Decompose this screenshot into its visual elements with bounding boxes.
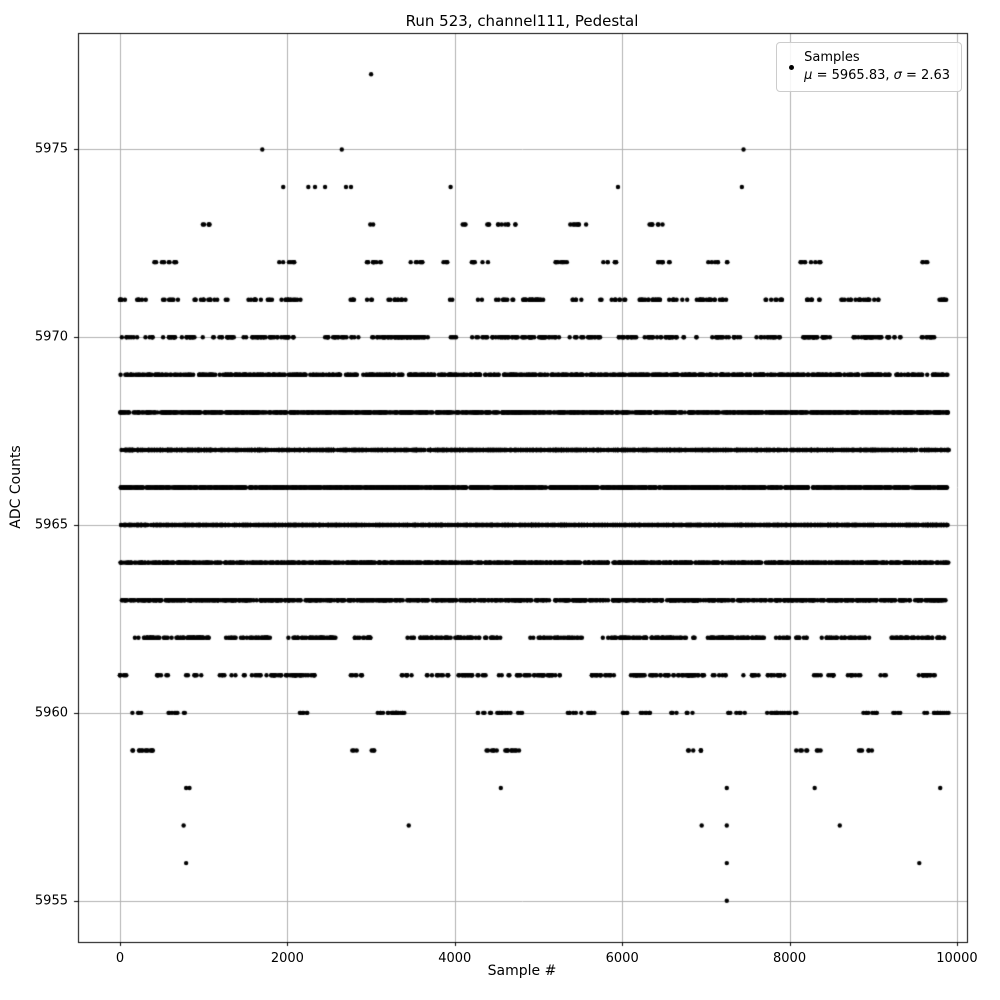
x-axis-label: Sample # bbox=[487, 963, 557, 979]
x-tick-label: 4000 bbox=[438, 951, 472, 966]
x-tick-label: 0 bbox=[115, 951, 125, 966]
y-axis-label: ADC Counts bbox=[8, 445, 24, 529]
x-tick-label: 8000 bbox=[773, 951, 807, 966]
legend-label-samples: Samples bbox=[804, 50, 860, 65]
sigma-value: = 2.63 bbox=[901, 68, 950, 83]
y-tick-label: 5970 bbox=[34, 329, 68, 345]
scatter-marker-icon bbox=[789, 64, 795, 70]
legend-label-stats: μ = 5965.83, σ = 2.63 bbox=[804, 67, 950, 85]
x-tick-label: 2000 bbox=[270, 951, 304, 966]
mu-symbol: μ bbox=[804, 68, 813, 83]
y-tick-label: 5955 bbox=[34, 893, 68, 909]
mu-value: = 5965.83, bbox=[812, 68, 894, 83]
legend-text: Samples μ = 5965.83, σ = 2.63 bbox=[804, 49, 950, 85]
y-tick-label: 5960 bbox=[34, 705, 68, 721]
legend: Samples μ = 5965.83, σ = 2.63 bbox=[776, 42, 962, 92]
x-tick-label: 6000 bbox=[605, 951, 639, 966]
x-tick-label: 10000 bbox=[936, 951, 978, 966]
y-tick-label: 5965 bbox=[34, 517, 68, 533]
y-tick-label: 5975 bbox=[34, 141, 68, 157]
sigma-symbol: σ bbox=[893, 68, 902, 83]
